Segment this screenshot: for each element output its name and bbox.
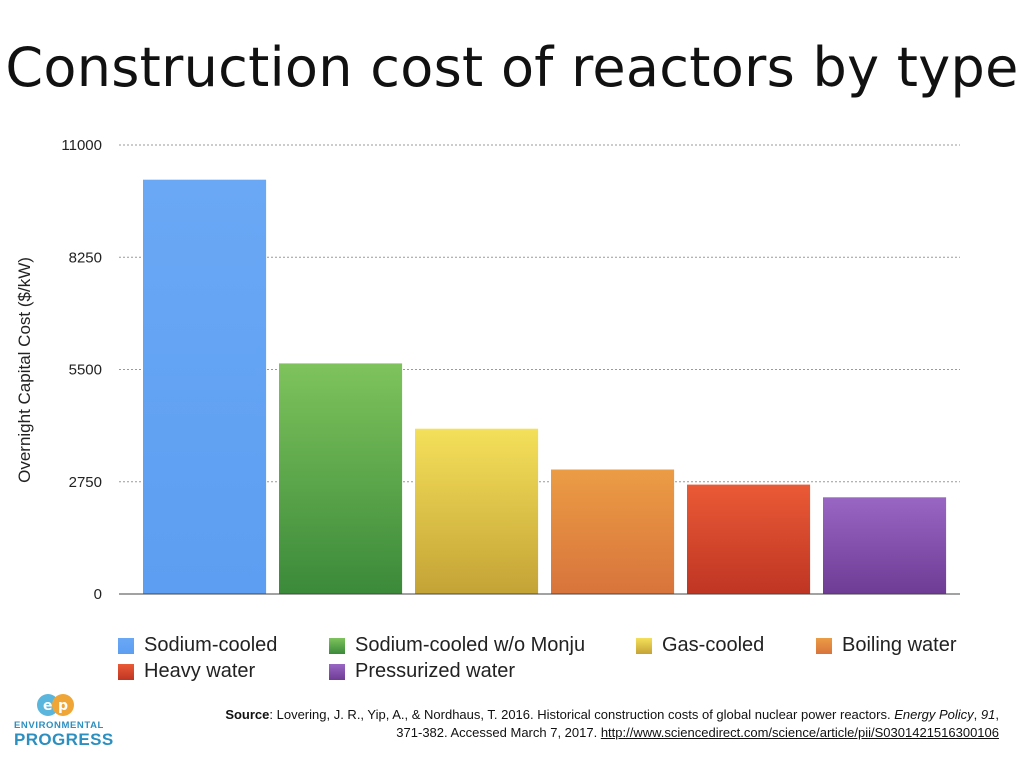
legend-swatch	[118, 637, 134, 654]
source-label: Source	[225, 707, 270, 722]
y-tick-label: 8250	[69, 249, 102, 266]
legend-item: Sodium-cooled w/o Monju	[329, 634, 585, 657]
legend-item: Heavy water	[118, 660, 255, 683]
y-tick-label: 2750	[69, 474, 102, 491]
legend-item: Boiling water	[816, 634, 957, 657]
environmental-progress-logo: e p ENVIRONMENTAL PROGRESS	[14, 692, 113, 752]
legend-label: Boiling water	[842, 634, 957, 656]
bar-gas-cooled	[415, 428, 539, 594]
y-axis-ticks: 0 2750 5500 8250 11000	[61, 137, 102, 603]
y-axis-label: Overnight Capital Cost ($/kW)	[15, 257, 34, 483]
ep-logo-icon: e p	[37, 694, 74, 716]
bar-pressurized-water	[823, 497, 947, 594]
legend-label: Sodium-cooled w/o Monju	[355, 634, 586, 656]
legend-swatch	[329, 637, 345, 654]
legend-label: Gas-cooled	[662, 634, 765, 656]
source-sep: ,	[973, 707, 981, 722]
svg-text:p: p	[58, 698, 68, 714]
legend-swatch	[816, 637, 832, 654]
bar-sodium-cooled-w-o-monju	[279, 363, 403, 594]
logo-text-environmental: ENVIRONMENTAL	[14, 720, 104, 731]
source-volume: 91	[980, 707, 996, 722]
chart-title: Construction cost of reactors by type	[5, 36, 1019, 99]
legend-label: Pressurized water	[355, 660, 516, 682]
legend-swatch	[118, 663, 134, 680]
legend-item: Pressurized water	[329, 660, 515, 683]
source-url-link[interactable]: http://www.sciencedirect.com/science/art…	[600, 725, 999, 740]
y-tick-label: 0	[94, 586, 102, 603]
bar-boiling-water	[551, 469, 675, 594]
source-journal: Energy Policy	[894, 707, 974, 722]
legend-label: Sodium-cooled	[144, 634, 278, 656]
source-text-2: ,	[995, 707, 999, 722]
legend-item: Sodium-cooled	[118, 634, 277, 657]
logo-text-progress: PROGRESS	[14, 730, 114, 749]
y-tick-label: 11000	[61, 137, 102, 154]
y-tick-label: 5500	[69, 362, 102, 379]
svg-text:e: e	[43, 698, 53, 714]
bar-heavy-water	[687, 484, 811, 594]
bar-sodium-cooled	[143, 179, 267, 594]
legend-item: Gas-cooled	[636, 634, 764, 657]
bars	[143, 179, 947, 594]
source-text-3: 371-382. Accessed March 7, 2017.	[396, 725, 601, 740]
legend-swatch	[636, 637, 652, 654]
legend-label: Heavy water	[144, 660, 256, 682]
source-text-1: : Lovering, J. R., Yip, A., & Nordhaus, …	[269, 707, 895, 722]
legend-swatch	[329, 663, 345, 680]
source-citation: Source: Lovering, J. R., Yip, A., & Nord…	[139, 706, 999, 742]
